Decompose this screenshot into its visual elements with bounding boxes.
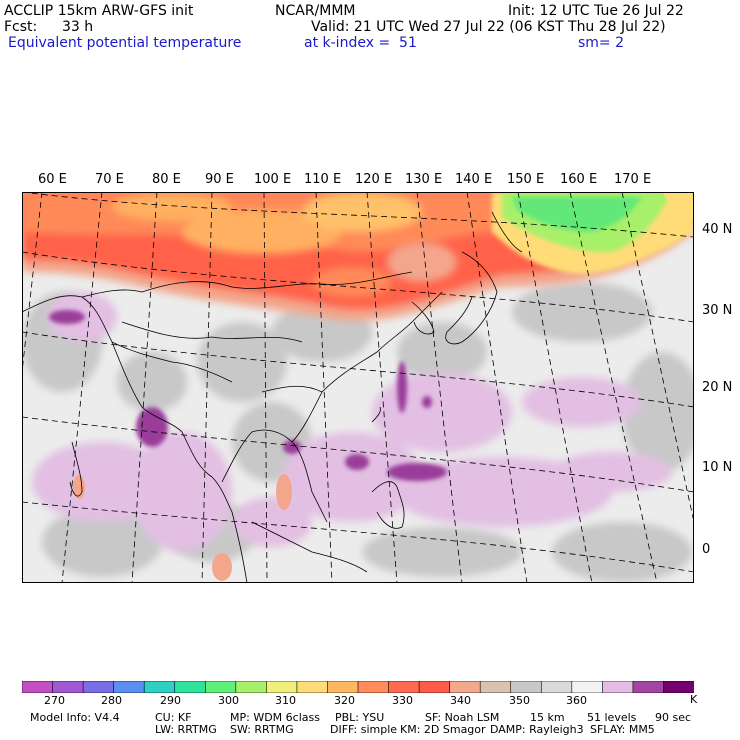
colorbar-label: 330 — [392, 694, 413, 707]
lat-label: 40 N — [702, 222, 733, 237]
forecast-label: Fcst: — [4, 19, 38, 35]
colorbar-swatch — [357, 681, 390, 693]
colorbar-swatch — [174, 681, 207, 693]
colorbar-label: 360 — [566, 694, 587, 707]
model-info-item: MP: WDM 6class — [230, 711, 320, 724]
lon-label: 120 E — [355, 172, 393, 187]
colorbar-swatch — [632, 681, 665, 693]
colorbar-label: 340 — [450, 694, 471, 707]
colorbar-swatch — [479, 681, 512, 693]
shaded-field — [22, 192, 694, 583]
coastlines — [22, 211, 523, 583]
field-name: Equivalent potential temperature — [8, 35, 242, 51]
colorbar-swatch — [418, 681, 451, 693]
colorbar-swatch — [82, 681, 115, 693]
lon-label: 170 E — [614, 172, 652, 187]
colorbar-label: 310 — [275, 694, 296, 707]
model-info-item: 51 levels — [587, 711, 637, 724]
colorbar-label: 300 — [218, 694, 239, 707]
model-info-item: 90 sec — [655, 711, 692, 724]
lon-label: 130 E — [405, 172, 443, 187]
colorbar-label: 280 — [101, 694, 122, 707]
colorbar-swatch — [143, 681, 176, 693]
colorbar-swatch — [540, 681, 573, 693]
graticule — [22, 192, 694, 583]
model-info-item: SF: Noah LSM — [425, 711, 500, 724]
init-time: Init: 12 UTC Tue 26 Jul 22 — [508, 3, 684, 19]
lat-label: 10 N — [702, 460, 733, 475]
model-info-item: 15 km — [530, 711, 565, 724]
colorbar-swatch — [266, 681, 298, 693]
model-info-item: LW: RRTMG — [155, 723, 217, 736]
lon-label: 100 E — [254, 172, 292, 187]
colorbar-label: 290 — [160, 694, 181, 707]
colorbar-label: 270 — [44, 694, 65, 707]
model-title: ACCLIP 15km ARW-GFS init — [4, 3, 194, 19]
model-info-item: Model Info: V4.4 — [30, 711, 120, 724]
lon-label: 160 E — [560, 172, 598, 187]
theta-e-map — [22, 192, 694, 583]
organization-label: NCAR/MMM — [275, 3, 356, 19]
model-info-item: DIFF: simple — [330, 723, 398, 736]
lon-label: 70 E — [95, 172, 124, 187]
lat-label: 20 N — [702, 380, 733, 395]
colorbar-swatch — [602, 681, 634, 693]
colorbar-swatch — [571, 681, 604, 693]
valid-time: Valid: 21 UTC Wed 27 Jul 22 (06 KST Thu … — [311, 19, 666, 35]
colorbar-swatch — [52, 681, 84, 693]
colorbar-swatch — [327, 681, 359, 693]
colorbar-swatch — [204, 681, 237, 693]
colorbar-swatch — [510, 681, 543, 693]
map-frame — [22, 192, 694, 583]
lon-label: 140 E — [455, 172, 493, 187]
lat-label: 30 N — [702, 303, 733, 318]
lon-label: 110 E — [304, 172, 342, 187]
model-info-item: PBL: YSU — [335, 711, 385, 724]
lon-label: 60 E — [38, 172, 67, 187]
smoothing-label: sm= 2 — [578, 35, 625, 51]
lon-label: 150 E — [507, 172, 545, 187]
colorbar-label: 320 — [334, 694, 355, 707]
model-info-item: DAMP: Rayleigh3 — [490, 723, 584, 736]
model-info-item: SFLAY: MM5 — [590, 723, 655, 736]
colorbar-swatch — [663, 681, 694, 693]
lon-label: 80 E — [152, 172, 181, 187]
colorbar-swatch — [388, 681, 420, 693]
colorbar-swatch — [22, 681, 54, 693]
forecast-hour: 33 h — [62, 19, 94, 35]
colorbar — [22, 681, 694, 693]
lat-label: 0 — [702, 542, 711, 557]
colorbar-swatch — [113, 681, 145, 693]
colorbar-swatch — [296, 681, 329, 693]
colorbar-swatch — [235, 681, 268, 693]
level-index: at k-index = 51 — [304, 35, 417, 51]
model-info-item: SW: RRTMG — [230, 723, 294, 736]
model-info-item: CU: KF — [155, 711, 192, 724]
lon-label: 90 E — [205, 172, 234, 187]
model-info-item: KM: 2D Smagor — [400, 723, 486, 736]
colorbar-swatch — [449, 681, 481, 693]
colorbar-label: 350 — [509, 694, 530, 707]
colorbar-unit: K — [690, 693, 698, 706]
